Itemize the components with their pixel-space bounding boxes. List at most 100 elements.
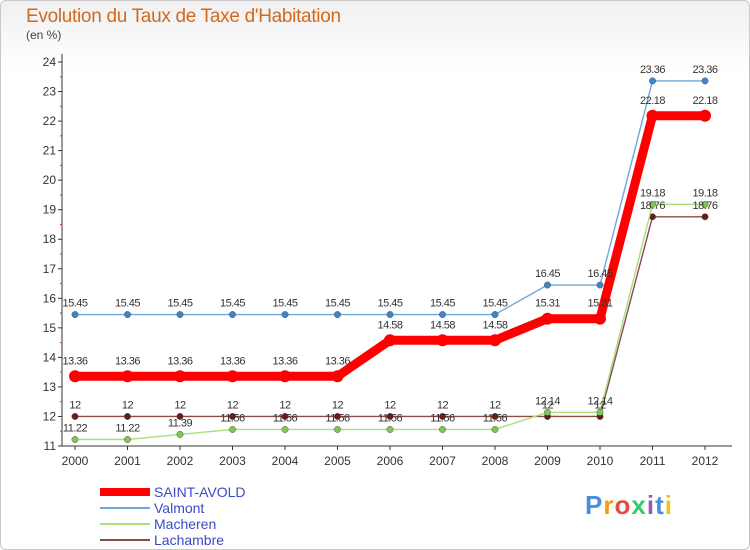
- data-label: 15.45: [220, 298, 245, 310]
- data-label: 12: [594, 399, 606, 411]
- data-point: [701, 213, 709, 221]
- data-label: 15.45: [272, 298, 297, 310]
- y-tick-label: 20: [43, 173, 57, 187]
- logo-letter: i: [646, 490, 656, 520]
- data-point: [649, 77, 656, 85]
- y-tick-label: 13: [43, 380, 57, 394]
- data-label: 13.36: [220, 355, 245, 367]
- data-label: 11.56: [378, 412, 403, 424]
- chart-subtitle: (en %): [26, 28, 62, 42]
- x-tick-label: 2010: [587, 454, 614, 468]
- data-label: 14.58: [482, 319, 507, 331]
- data-label: 12: [489, 399, 501, 411]
- data-label: 15.45: [325, 298, 350, 310]
- data-point: [124, 311, 131, 319]
- y-tick-label: 22: [43, 114, 57, 128]
- axes: 11 12 13 14 15 16 17 18 19 20 21 22 23 24 2000 2001 2002…: [43, 54, 732, 468]
- data-point: [701, 200, 709, 208]
- data-label: 12: [384, 399, 396, 411]
- y-tick-label: 17: [43, 262, 57, 276]
- x-tick-label: 2008: [482, 454, 509, 468]
- data-label: 14.58: [377, 319, 402, 331]
- data-label: 15.45: [377, 298, 402, 310]
- data-point: [436, 334, 449, 347]
- data-point: [439, 413, 446, 420]
- data-label: 22.18: [692, 95, 717, 107]
- data-point: [281, 426, 289, 433]
- y-tick-label: 15: [43, 321, 57, 335]
- data-label: 11.39: [168, 417, 193, 429]
- data-label: 11.22: [63, 423, 88, 435]
- data-point: [541, 312, 554, 325]
- data-label: 12: [332, 399, 344, 411]
- data-label: 13.36: [62, 355, 87, 367]
- y-tick-label: 24: [43, 55, 57, 69]
- y-tick-label: 11: [44, 439, 57, 453]
- data-point: [386, 413, 394, 420]
- x-tick-label: 2002: [167, 454, 194, 468]
- data-label: 12: [279, 399, 291, 411]
- data-point: [176, 413, 184, 420]
- data-label: 11.56: [325, 412, 350, 424]
- data-point: [229, 413, 236, 420]
- data-label: 16.45: [587, 268, 612, 280]
- proxiti-logo: Proxiti: [585, 490, 673, 521]
- data-label: 11.56: [483, 412, 508, 424]
- y-tick-label: 16: [43, 291, 57, 305]
- data-point: [439, 426, 446, 433]
- data-point: [71, 436, 79, 443]
- data-point: [334, 311, 341, 319]
- data-point: [386, 426, 394, 433]
- x-tick-label: 2011: [640, 454, 666, 468]
- data-point: [544, 408, 551, 416]
- legend-swatch: [100, 523, 150, 525]
- data-label: 13.36: [325, 355, 350, 367]
- data-label: 15.45: [167, 298, 192, 310]
- data-label: 22.18: [640, 95, 665, 107]
- data-point: [71, 311, 79, 319]
- data-point: [334, 413, 341, 420]
- data-point: [334, 426, 341, 433]
- logo-letter: P: [585, 490, 604, 520]
- data-point: [384, 334, 396, 347]
- data-label: 13.36: [167, 355, 192, 367]
- data-label: 23.36: [692, 64, 717, 76]
- data-point: [596, 408, 604, 416]
- x-tick-label: 2012: [692, 454, 719, 468]
- data-point: [491, 413, 499, 420]
- data-point: [386, 311, 394, 319]
- x-tick-label: 2009: [534, 454, 561, 468]
- data-label: 16.45: [535, 268, 560, 280]
- data-point: [544, 281, 551, 289]
- legend-swatch: [100, 488, 150, 496]
- data-point: [281, 413, 289, 420]
- data-label: 13.36: [272, 355, 297, 367]
- data-point: [229, 426, 236, 433]
- data-label: 19.18: [640, 187, 665, 199]
- data-label: 13.36: [115, 355, 140, 367]
- data-point: [646, 109, 659, 122]
- data-point: [121, 370, 134, 383]
- data-point: [174, 370, 186, 383]
- data-label: 12: [227, 399, 239, 411]
- data-label: 12: [122, 399, 134, 411]
- logo-letter: o: [614, 490, 632, 520]
- data-label: 19.18: [692, 187, 717, 199]
- data-point: [71, 413, 79, 420]
- data-label: 18.76: [692, 200, 717, 212]
- y-tick-label: 19: [43, 203, 57, 217]
- data-point: [699, 109, 711, 122]
- data-label: 15.45: [482, 298, 507, 310]
- legend: SAINT-AVOLD Valmont Macheren Lachambre: [100, 484, 246, 548]
- data-label: 12: [542, 399, 554, 411]
- data-labels: 13.36 13.36 13.36 13.36 13.36 13.36 14.58 14.58…: [62, 64, 718, 435]
- data-label: 11.56: [273, 412, 298, 424]
- y-tick-label: 23: [43, 85, 57, 99]
- data-point: [701, 77, 709, 85]
- data-label: 15.31: [535, 298, 560, 310]
- data-label: 12: [69, 399, 81, 411]
- y-tick-label: 14: [43, 350, 57, 364]
- data-point: [226, 370, 239, 383]
